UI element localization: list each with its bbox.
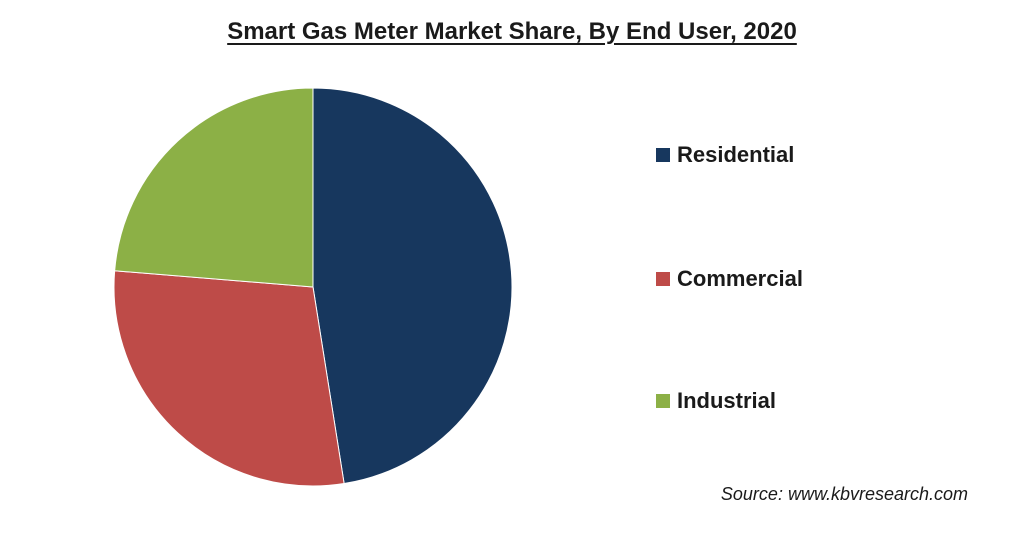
legend-label: Residential: [677, 142, 795, 167]
source-note: Source: www.kbvresearch.com: [720, 484, 968, 504]
pie-slice-commercial: [113, 270, 345, 487]
pie-slice-industrial: [114, 87, 314, 288]
legend-swatch: [656, 148, 670, 162]
legend-item-residential: Residential: [656, 140, 794, 170]
legend-swatch: [656, 272, 670, 286]
legend-item-commercial: Commercial: [656, 264, 803, 294]
legend-swatch: [656, 394, 670, 408]
legend-label: Commercial: [677, 266, 803, 291]
legend-label: Industrial: [677, 388, 777, 413]
pie-slice-residential: [312, 87, 513, 485]
chart-title: Smart Gas Meter Market Share, By End Use…: [227, 18, 797, 45]
legend-item-industrial: Industrial: [656, 386, 776, 416]
